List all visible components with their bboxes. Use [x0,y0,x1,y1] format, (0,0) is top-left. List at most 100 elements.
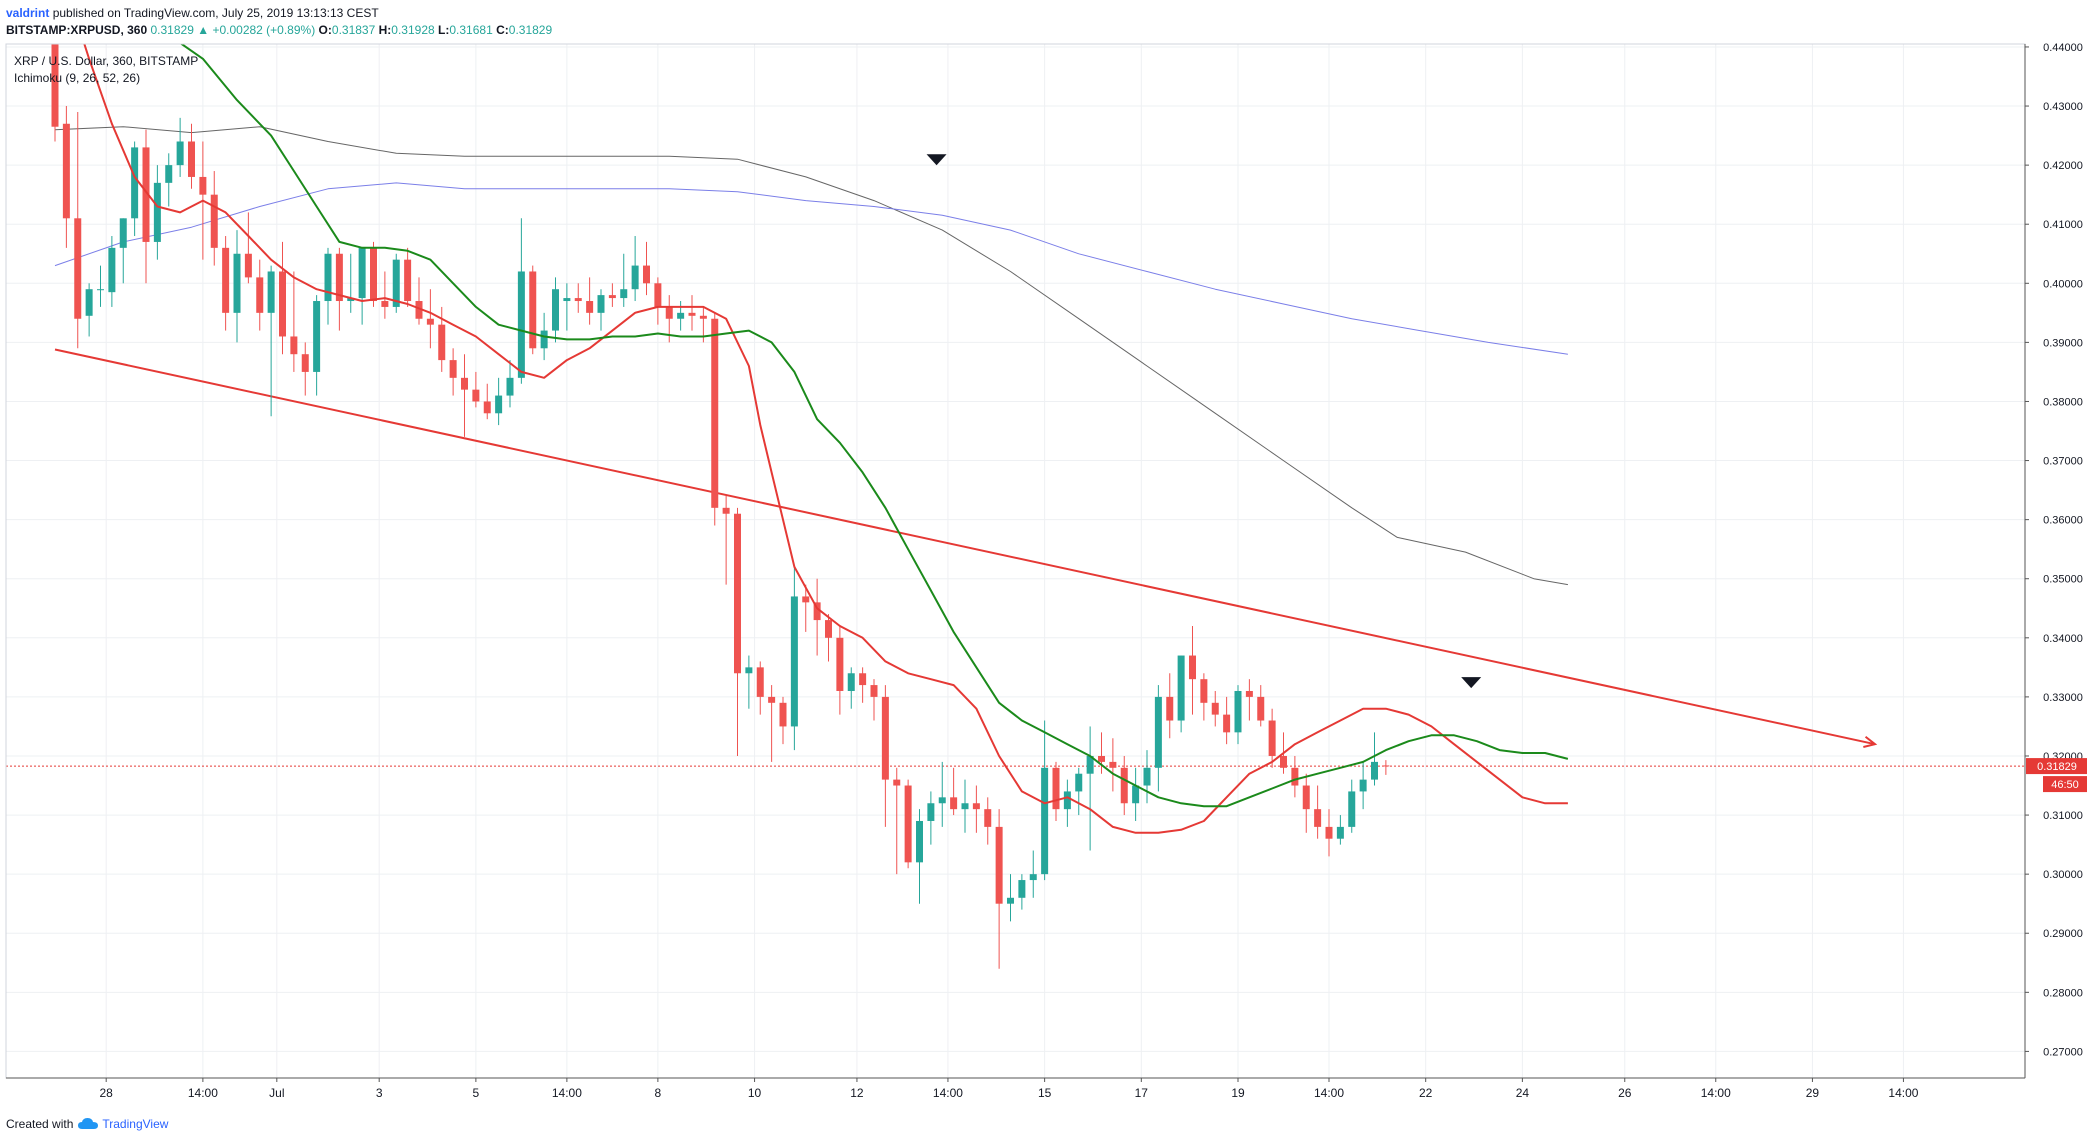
candle-body [438,325,445,360]
candle [1087,726,1094,850]
created-with-label: Created with [6,1117,73,1131]
candle [336,248,343,331]
candle [1246,679,1253,720]
candle-body [848,673,855,691]
candle [711,313,718,526]
candle [484,384,491,419]
candle-body [927,803,934,821]
candle [461,354,468,437]
candle-body [700,316,707,319]
candle-body [302,354,309,372]
candle [552,277,559,342]
axes: 0.44000 0.43000 0.42000 0.41000 0.40000 0.390… [6,42,2087,1100]
x-tick-label: Jul [269,1086,284,1100]
candle [996,809,1003,969]
candle-body [893,780,900,786]
candle [939,762,946,827]
candle-body [518,271,525,377]
candle-body [825,620,832,638]
candle [450,348,457,395]
candle-body [188,141,195,176]
candle [359,248,366,325]
candle-body [1098,756,1105,762]
leading-span-gray [55,127,1568,585]
candle-body [1303,786,1310,810]
y-tick-label: 0.34000 [2043,633,2083,645]
x-tick-label: 12 [850,1086,864,1100]
plot-frame [6,44,2025,1078]
candle-body [689,313,696,316]
candle-body [450,360,457,378]
y-tick-label: 0.39000 [2043,337,2083,349]
candle-body [268,271,275,312]
candle-body [654,283,661,307]
y-tick-label: 0.36000 [2043,515,2083,527]
candle-body [495,396,502,414]
candle [848,667,855,708]
candle [74,112,81,348]
candle-body [245,254,252,278]
candle [313,295,320,395]
candle-body [279,271,286,336]
candle [962,780,969,833]
candle [632,236,639,301]
candle [1166,673,1173,738]
candle [472,372,479,407]
candle-body [1223,715,1230,733]
x-tick-label: 22 [1419,1086,1433,1100]
x-tick-label: 5 [473,1086,480,1100]
candle-body [177,141,184,165]
candle [654,277,661,324]
candle-body [1178,656,1185,721]
candle-body [484,401,491,413]
candle [757,661,764,714]
candle [893,768,900,874]
candle [825,614,832,661]
candle [950,768,957,815]
countdown-tag-label: 46:50 [2051,779,2079,791]
candle-body [780,703,787,727]
candle [290,271,297,371]
conversion-line [66,0,1568,833]
candle-body [643,266,650,284]
tradingview-link[interactable]: TradingView [77,1117,168,1131]
last-price-tag-label: 0.31829 [2037,761,2077,773]
candle-body [1212,703,1219,715]
candle [609,283,616,307]
candle [245,212,252,283]
indicator-title: Ichimoku (9, 26, 52, 26) [14,71,140,85]
candle-body [370,248,377,301]
y-tick-label: 0.37000 [2043,456,2083,468]
candle-body [609,295,616,298]
candle [1371,732,1378,785]
candle-body [802,596,809,602]
candle-body [984,809,991,827]
candle [1007,874,1014,921]
candle-body [1075,774,1082,792]
candle-body [199,177,206,195]
candle-body [1007,898,1014,904]
candle-body [586,301,593,313]
candle-body [962,803,969,809]
candle [1018,874,1025,909]
candle-body [404,260,411,301]
candle-body [1257,697,1264,721]
grid [6,44,2025,1078]
candle [211,171,218,266]
candle [404,248,411,307]
candle [882,685,889,827]
candle [1257,685,1264,726]
candle [302,342,309,395]
candle-body [381,301,388,307]
candle-body [74,218,81,318]
candle-body [1144,768,1151,786]
candle [1144,750,1151,803]
y-tick-label: 0.31000 [2043,810,2083,822]
tradingview-brand: TradingView [102,1117,168,1131]
candle-body [791,596,798,726]
candle-body [256,277,263,312]
candle-body [165,165,172,183]
x-tick-label: 10 [748,1086,762,1100]
candle-body [507,378,514,396]
